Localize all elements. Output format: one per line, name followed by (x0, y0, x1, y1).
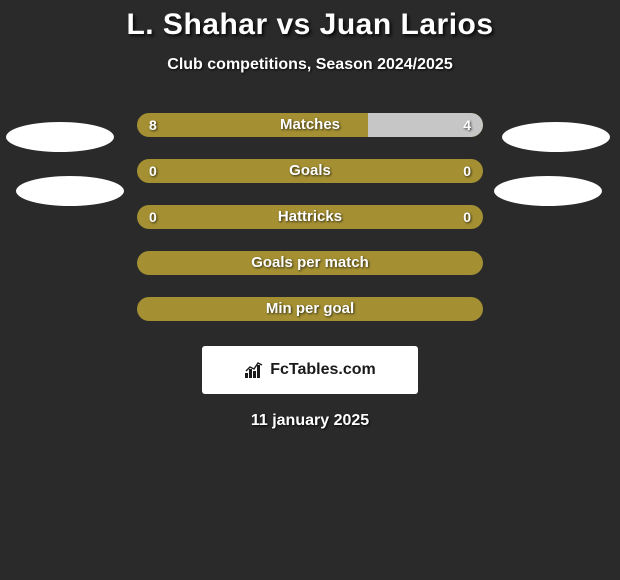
stat-bar: 0 0Goals (137, 159, 483, 183)
stat-bar: 84Matches (137, 113, 483, 137)
source-badge: FcTables.com (202, 346, 418, 394)
stat-value-right: 0 (463, 159, 471, 183)
player-marker (16, 176, 124, 206)
stat-row: Goals per match (0, 240, 620, 286)
player-marker (494, 176, 602, 206)
player-marker (502, 122, 610, 152)
page-title: L. Shahar vs Juan Larios (0, 0, 620, 42)
bar-chart-icon (244, 361, 264, 379)
player-marker (6, 122, 114, 152)
subtitle: Club competitions, Season 2024/2025 (0, 56, 620, 74)
stat-value-left: 0 (149, 205, 157, 229)
stat-row: Min per goal (0, 286, 620, 332)
stat-label: Hattricks (137, 205, 483, 229)
badge-text: FcTables.com (270, 361, 376, 379)
stat-value-right: 0 (463, 205, 471, 229)
date-label: 11 january 2025 (0, 412, 620, 430)
stat-label: Goals (137, 159, 483, 183)
stat-bar: Goals per match (137, 251, 483, 275)
stat-label: Goals per match (137, 251, 483, 275)
stat-value-left: 0 (149, 159, 157, 183)
stat-value-left: 8 (149, 113, 157, 137)
stat-bar: 0 0Hattricks (137, 205, 483, 229)
stat-value-right: 4 (463, 113, 471, 137)
stat-bar: Min per goal (137, 297, 483, 321)
stat-label: Min per goal (137, 297, 483, 321)
